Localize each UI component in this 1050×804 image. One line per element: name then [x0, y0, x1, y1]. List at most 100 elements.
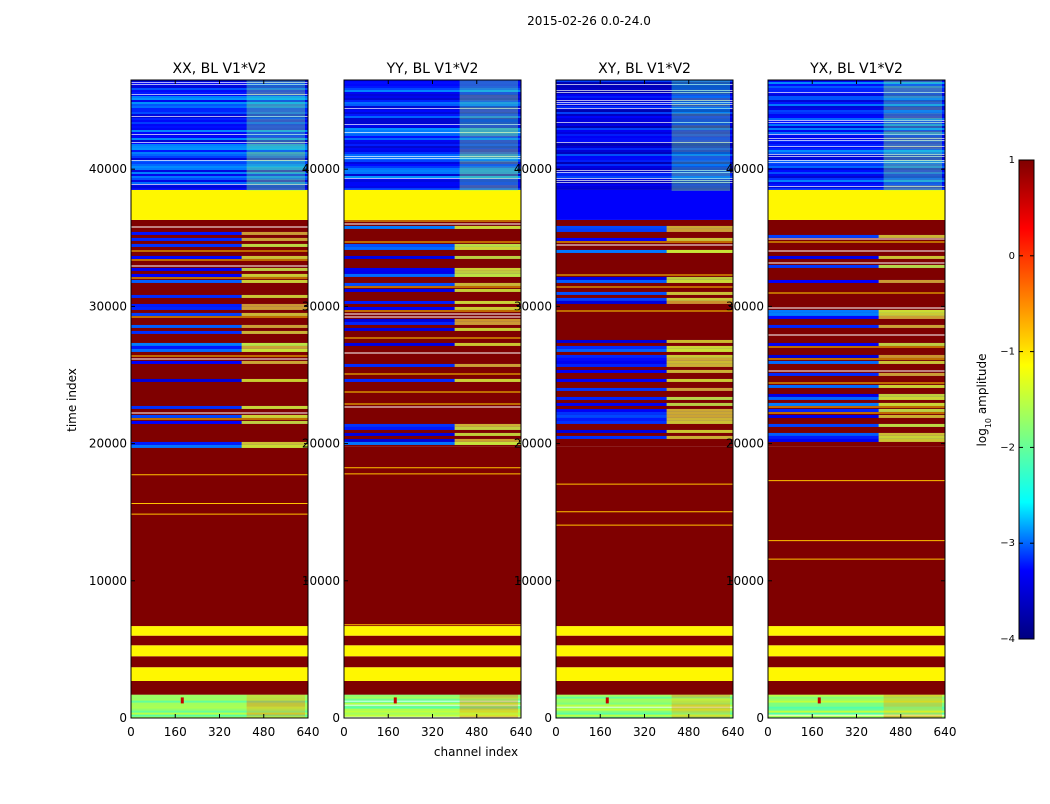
heatmap-segment — [131, 626, 308, 636]
x-tick-label: 320 — [421, 725, 444, 739]
colorbar-tick-label: −2 — [1000, 442, 1015, 453]
heatmap-segment — [344, 656, 521, 668]
colorbar-tick-label: −1 — [1000, 347, 1015, 358]
panel-title: YX, BL V1*V2 — [809, 61, 903, 77]
x-tick-label: 640 — [297, 725, 320, 739]
colorbar-tick-label: −4 — [1000, 634, 1015, 645]
heatmap-segment — [344, 635, 521, 646]
heatmap-segment — [344, 446, 521, 627]
heatmap-segment — [556, 680, 733, 695]
heatmap-segment — [556, 656, 733, 668]
x-tick-label: 160 — [801, 725, 824, 739]
x-tick-label: 640 — [934, 725, 957, 739]
heatmap-segment — [131, 680, 308, 695]
colorbar-tick-label: 0 — [1009, 251, 1015, 262]
heatmap-segment — [768, 219, 945, 447]
y-tick-label: 10000 — [514, 574, 552, 588]
colorbar-gradient — [1018, 159, 1035, 640]
heatmap-panel: YY, BL V1*V2 0 160 320 480 640 0 10000 20000 3000… — [302, 61, 533, 739]
y-tick-label: 40000 — [514, 162, 552, 176]
y-tick-label: 0 — [756, 711, 764, 725]
y-tick-label: 10000 — [89, 574, 127, 588]
y-axis-label: time index — [65, 368, 79, 432]
x-tick-label: 480 — [252, 725, 275, 739]
x-tick-label: 640 — [510, 725, 533, 739]
heatmap-segment — [344, 667, 521, 681]
heatmap-segment — [768, 667, 945, 681]
x-tick-label: 480 — [465, 725, 488, 739]
y-tick-label: 20000 — [514, 437, 552, 451]
y-tick-label: 40000 — [302, 162, 340, 176]
colorbar-tick-label: −3 — [1000, 538, 1015, 549]
heatmap-panel: YX, BL V1*V2 0 160 320 480 640 0 10000 20000 3000… — [726, 61, 957, 739]
figure-title: 2015-02-26 0.0-24.0 — [527, 14, 651, 28]
x-tick-label: 320 — [845, 725, 868, 739]
colorbar: 1 0 −1 −2 −3 −4 log10 amplitude — [975, 155, 1035, 645]
x-tick-label: 480 — [677, 725, 700, 739]
x-tick-label: 320 — [633, 725, 656, 739]
x-axis-label: channel index — [434, 745, 518, 759]
panel-title: YY, BL V1*V2 — [386, 61, 479, 77]
heatmap-panel: XX, BL V1*V2 0 160 320 480 640 0 10000 20000 3000… — [89, 61, 320, 739]
heatmap-segment — [768, 635, 945, 646]
heatmap-segment — [344, 626, 521, 636]
heatmap-segment — [131, 656, 308, 668]
x-tick-label: 160 — [589, 725, 612, 739]
y-tick-label: 0 — [332, 711, 340, 725]
y-tick-label: 20000 — [89, 437, 127, 451]
x-tick-label: 0 — [552, 725, 560, 739]
y-tick-label: 30000 — [726, 299, 764, 313]
heatmap-segment — [131, 667, 308, 681]
x-tick-label: 0 — [127, 725, 135, 739]
x-tick-label: 640 — [722, 725, 745, 739]
heatmap-panels: XX, BL V1*V2 0 160 320 480 640 0 10000 20000 3000… — [89, 61, 957, 739]
heatmap-segment — [768, 645, 945, 657]
x-tick-label: 0 — [340, 725, 348, 739]
heatmap-segment — [344, 680, 521, 695]
y-tick-label: 10000 — [726, 574, 764, 588]
heatmap-segment — [131, 645, 308, 657]
x-tick-label: 480 — [889, 725, 912, 739]
heatmap-segment — [344, 189, 521, 220]
heatmap-segment — [768, 656, 945, 668]
heatmap-segment — [131, 635, 308, 646]
y-tick-label: 30000 — [89, 299, 127, 313]
x-tick-label: 160 — [164, 725, 187, 739]
colorbar-label: log10 amplitude — [975, 354, 993, 447]
heatmap-segment — [556, 635, 733, 646]
x-tick-label: 320 — [208, 725, 231, 739]
y-tick-label: 0 — [119, 711, 127, 725]
y-tick-label: 0 — [544, 711, 552, 725]
heatmap-segment — [556, 189, 733, 220]
y-tick-label: 40000 — [726, 162, 764, 176]
y-tick-label: 10000 — [302, 574, 340, 588]
heatmap-image — [556, 80, 733, 718]
heatmap-segment — [556, 626, 733, 636]
heatmap-segment — [556, 446, 733, 627]
x-tick-label: 160 — [377, 725, 400, 739]
colorbar-tick-label: 1 — [1009, 155, 1015, 166]
heatmap-segment — [768, 626, 945, 636]
x-tick-label: 0 — [764, 725, 772, 739]
panel-title: XY, BL V1*V2 — [598, 61, 691, 77]
heatmap-segment — [131, 189, 308, 220]
heatmap-segment — [556, 219, 733, 447]
heatmap-segment — [344, 645, 521, 657]
heatmap-image — [131, 80, 308, 718]
heatmap-segment — [344, 219, 521, 447]
heatmap-segment — [556, 645, 733, 657]
heatmap-segment — [131, 446, 308, 627]
heatmap-image — [344, 80, 521, 718]
heatmap-segment — [768, 680, 945, 695]
y-tick-label: 20000 — [302, 437, 340, 451]
y-tick-label: 20000 — [726, 437, 764, 451]
y-tick-label: 30000 — [514, 299, 552, 313]
heatmap-segment — [768, 446, 945, 627]
y-tick-label: 40000 — [89, 162, 127, 176]
heatmap-image — [768, 80, 945, 718]
heatmap-segment — [556, 667, 733, 681]
heatmap-segment — [768, 189, 945, 220]
y-tick-label: 30000 — [302, 299, 340, 313]
